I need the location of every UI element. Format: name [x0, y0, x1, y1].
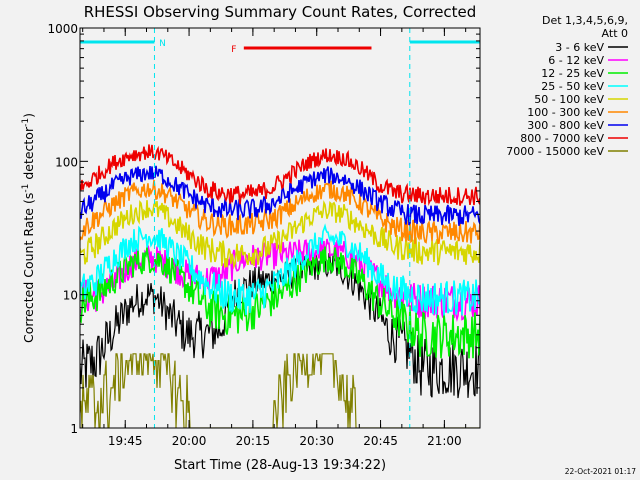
flare-flag-label: F — [231, 45, 236, 55]
legend-entry-label: 12 - 25 keV — [541, 67, 604, 80]
series-line-100-300-kev — [80, 179, 480, 245]
y-tick-label: 1 — [70, 422, 78, 436]
legend-entry-label: 6 - 12 keV — [548, 54, 604, 67]
y-tick-label: 1000 — [47, 22, 78, 36]
legend-entry-label: 50 - 100 keV — [534, 93, 604, 106]
chart-title: RHESSI Observing Summary Count Rates, Co… — [84, 3, 477, 21]
series-line-3-6-kev — [80, 250, 480, 399]
series-line-12-25-kev — [80, 246, 480, 359]
y-axis-label-part: detector — [21, 126, 36, 184]
x-tick-label: 19:45 — [108, 434, 143, 448]
footer-date: 22-Oct-2021 01:17 — [565, 467, 636, 476]
plot-frame — [79, 27, 481, 429]
x-tick-label: 21:00 — [427, 434, 462, 448]
legend-entry-label: 7000 - 15000 keV — [506, 145, 604, 158]
y-axis-label-exponent: -1 — [21, 184, 31, 193]
x-tick-label: 20:30 — [299, 434, 334, 448]
legend-entry-label: 25 - 50 keV — [541, 80, 604, 93]
y-axis-label-exponent: -1 — [21, 118, 31, 127]
series-group — [80, 144, 480, 428]
y-axis-label-part: ) — [21, 113, 36, 118]
legend-entry-label: 800 - 7000 keV — [520, 132, 604, 145]
x-tick-label: 20:45 — [363, 434, 398, 448]
x-tick-label: 20:15 — [236, 434, 271, 448]
series-line-300-800-kev — [80, 165, 480, 226]
y-tick-label: 100 — [55, 155, 78, 169]
legend-entry-label: 3 - 6 keV — [555, 41, 604, 54]
legend-header-line: Att 0 — [602, 27, 628, 40]
axes: 19:45 20:00 20:15 20:30 20:45 21:00 1 10 100 1000 — [47, 22, 480, 448]
y-axis-label-part: Corrected Count Rate (s — [21, 193, 36, 343]
series-line-25-50-kev — [80, 223, 480, 316]
legend-entry-label: 100 - 300 keV — [527, 106, 604, 119]
y-axis-label: Corrected Count Rate (s-1 detector-1) — [21, 113, 36, 343]
series-line-7000-15000-kev — [80, 353, 480, 428]
night-flag-label: N — [159, 39, 166, 49]
series-line-50-100-kev — [80, 199, 480, 270]
legend-header-line: Det 1,3,4,5,6,9, — [542, 14, 628, 27]
x-axis-label: Start Time (28-Aug-13 19:34:22) — [174, 458, 386, 473]
x-tick-label: 20:00 — [172, 434, 207, 448]
legend-entry-label: 300 - 800 keV — [527, 119, 604, 132]
series-line-800-7000-kev — [80, 144, 480, 206]
y-tick-label: 10 — [63, 289, 78, 303]
